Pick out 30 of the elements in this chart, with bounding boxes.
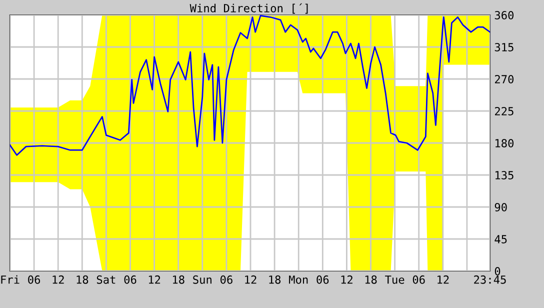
x-tick-label: Tue bbox=[385, 276, 404, 284]
x-tick-label: 06 bbox=[412, 275, 425, 284]
x-tick-label: Mon bbox=[289, 276, 308, 284]
x-tick-label: Sun bbox=[193, 275, 212, 284]
x-tick-label: 06 bbox=[28, 275, 40, 284]
x-tick-label: 23:45 bbox=[474, 275, 506, 284]
x-tick-label: 18 bbox=[172, 275, 184, 284]
y-tick-label: 90 bbox=[494, 203, 507, 212]
x-tick-label: Sat bbox=[96, 275, 116, 284]
x-tick-label: 06 bbox=[220, 275, 232, 284]
x-tick-label: 06 bbox=[124, 275, 136, 284]
x-tick-label: Fri bbox=[1, 275, 20, 284]
x-tick-label: 12 bbox=[148, 275, 160, 284]
y-tick-label: 270 bbox=[494, 75, 514, 84]
x-tick-label: 06 bbox=[316, 275, 329, 284]
x-tick-label: 12 bbox=[341, 275, 352, 284]
y-tick-label: 135 bbox=[496, 171, 514, 180]
y-tick-label: 180 bbox=[496, 139, 514, 148]
x-tick-label: 12 bbox=[52, 275, 64, 284]
x-tick-label: 18 bbox=[365, 275, 377, 284]
y-tick-label: 315 bbox=[494, 43, 514, 52]
y-tick-label: 0 bbox=[494, 267, 500, 276]
x-tick-label: 12 bbox=[438, 275, 449, 284]
x-tick-label: 18 bbox=[269, 275, 281, 284]
x-tick-label: 12 bbox=[245, 275, 256, 284]
y-tick-label: 45 bbox=[494, 235, 507, 244]
chart-title: Wind Direction [´] bbox=[190, 3, 308, 14]
x-tick-label: 18 bbox=[76, 275, 88, 284]
y-tick-label: 225 bbox=[494, 107, 514, 116]
y-tick-label: 360 bbox=[494, 11, 514, 20]
